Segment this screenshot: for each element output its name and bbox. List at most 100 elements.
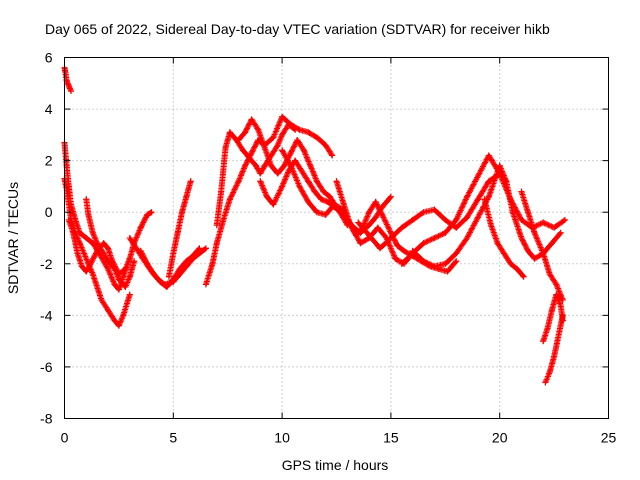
data-point <box>559 312 566 319</box>
data-point <box>524 247 531 254</box>
data-point <box>148 209 155 216</box>
series-track-4 <box>65 216 133 278</box>
grid <box>64 57 609 419</box>
data-point <box>268 162 275 169</box>
data-point <box>226 129 233 136</box>
data-point <box>157 278 164 285</box>
data-point <box>485 152 492 159</box>
data-point <box>481 196 488 203</box>
data-point <box>546 271 553 278</box>
data-point <box>298 167 305 174</box>
data-point <box>100 250 107 257</box>
data-point <box>170 276 177 283</box>
data-point <box>261 162 268 169</box>
data-point <box>420 209 427 216</box>
data-point <box>546 369 553 376</box>
y-tick-label: -2 <box>40 256 53 272</box>
data-point <box>320 188 327 195</box>
data-point <box>285 167 292 174</box>
data-point <box>372 214 379 221</box>
data-point <box>68 88 75 95</box>
data-point <box>189 253 196 260</box>
data-point <box>442 260 449 267</box>
x-tick-label: 10 <box>274 430 290 446</box>
data-point <box>115 276 122 283</box>
series-track-18 <box>481 196 527 280</box>
data-point <box>98 296 105 303</box>
data-point <box>246 155 253 162</box>
data-point <box>126 235 133 241</box>
data-point <box>557 302 564 309</box>
data-point <box>311 188 318 195</box>
data-point <box>329 152 336 159</box>
data-point <box>313 178 320 185</box>
data-point <box>307 162 314 169</box>
data-point <box>105 258 112 265</box>
data-point <box>392 255 399 262</box>
data-point <box>235 178 242 185</box>
data-point <box>111 317 118 324</box>
data-point <box>313 134 320 141</box>
data-point <box>81 250 88 257</box>
data-point <box>94 283 101 290</box>
data-points <box>61 64 568 386</box>
data-point <box>248 116 255 123</box>
data-point <box>559 296 566 303</box>
data-point <box>464 235 471 241</box>
data-point <box>133 245 140 252</box>
data-point <box>524 209 531 216</box>
data-point <box>313 209 320 216</box>
data-point <box>531 255 538 262</box>
data-point <box>279 113 286 120</box>
data-point <box>274 170 281 177</box>
data-point <box>62 69 69 76</box>
data-point <box>105 307 112 314</box>
data-point <box>287 162 294 169</box>
data-point <box>496 162 503 169</box>
data-point <box>387 229 394 236</box>
data-point <box>305 178 312 185</box>
data-point <box>355 219 362 226</box>
y-axis-label: SDTVAR / TECUs <box>5 182 21 294</box>
data-point <box>105 245 112 252</box>
data-point <box>400 247 407 254</box>
x-tick-label: 25 <box>601 430 617 446</box>
series-track-8 <box>165 178 194 280</box>
axis-ticks: 0 5 10 15 20 25 -8 -6 -4 -2 0 2 4 6 <box>40 50 616 446</box>
data-point <box>257 178 264 185</box>
data-point <box>453 224 460 231</box>
data-point <box>126 255 133 262</box>
data-point <box>544 325 551 332</box>
data-point <box>78 263 85 270</box>
data-point <box>279 183 286 190</box>
data-point <box>553 291 560 298</box>
data-point <box>394 242 401 249</box>
x-axis-label: GPS time / hours <box>282 457 389 473</box>
chart-title: Day 065 of 2022, Sidereal Day-to-day VTE… <box>45 21 550 37</box>
data-point <box>464 214 471 221</box>
series-track-17 <box>409 162 564 270</box>
data-point <box>548 307 555 314</box>
x-tick-label: 0 <box>61 430 69 446</box>
y-tick-label: 6 <box>45 50 53 66</box>
data-point <box>305 198 312 205</box>
data-point <box>551 224 558 231</box>
data-point <box>163 283 170 290</box>
data-point <box>444 268 451 275</box>
data-point <box>248 149 255 156</box>
data-point <box>70 229 77 236</box>
data-point <box>137 247 144 254</box>
data-point <box>464 193 471 200</box>
data-point <box>485 193 492 200</box>
data-point <box>218 188 225 195</box>
plot-frame <box>64 57 609 419</box>
data-point <box>431 263 438 270</box>
data-point <box>89 229 96 236</box>
data-point <box>305 129 312 136</box>
data-point <box>170 250 177 257</box>
data-point <box>542 379 549 386</box>
data-point <box>65 201 72 208</box>
data-point <box>270 201 277 208</box>
marker-trace <box>61 64 75 95</box>
